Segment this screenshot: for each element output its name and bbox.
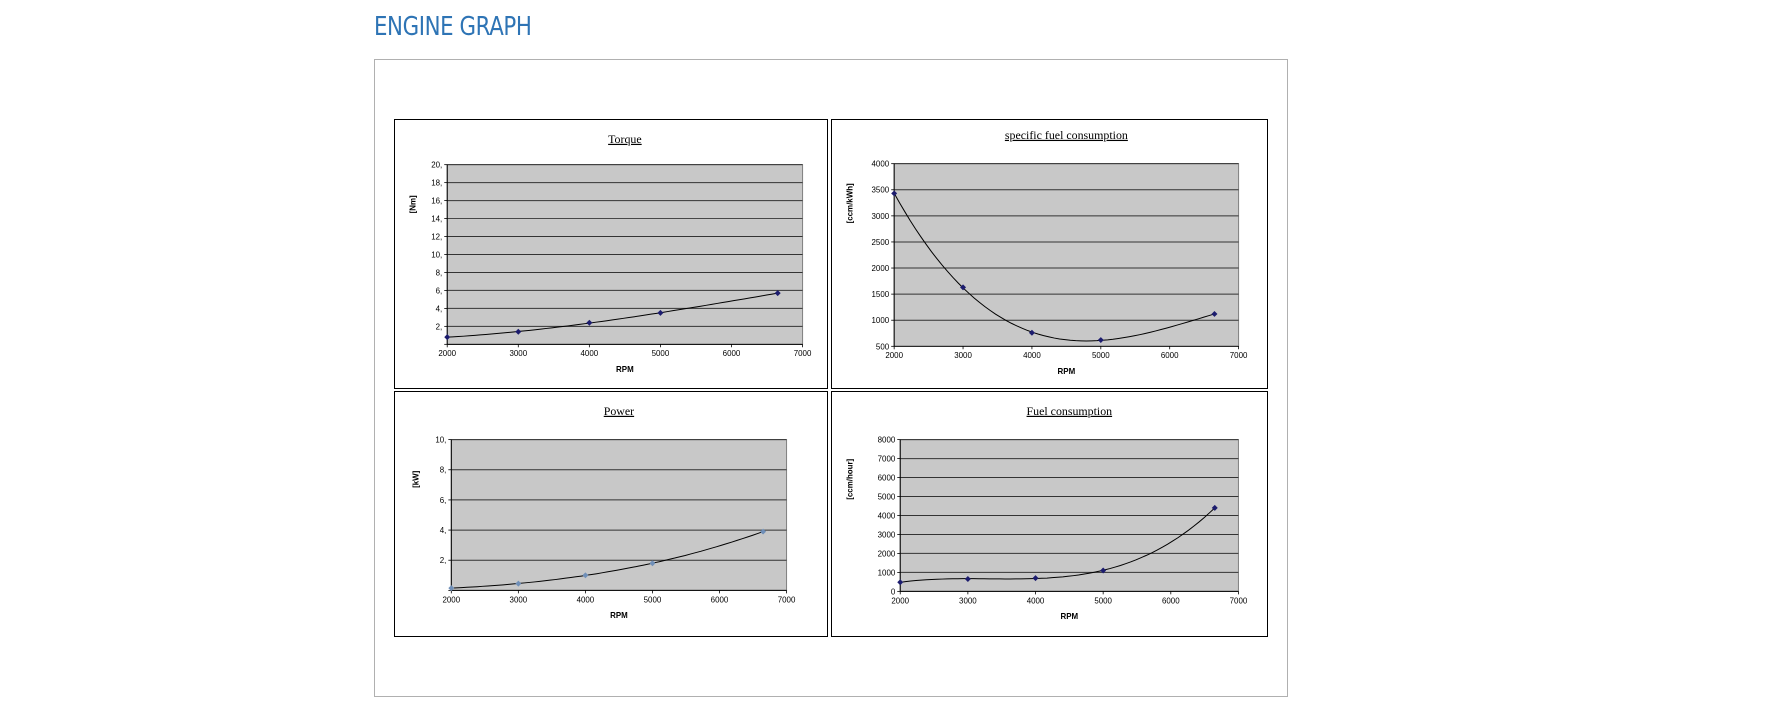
y-tick-label: 2, <box>440 556 447 565</box>
y-tick-label: 4, <box>440 526 447 535</box>
y-tick-label: 6, <box>440 496 447 505</box>
x-axis-label: RPM <box>1058 367 1076 376</box>
data-point <box>515 328 522 335</box>
chart-title: Fuel consumption <box>1027 404 1113 418</box>
data-point <box>1032 575 1039 582</box>
data-point <box>1211 310 1218 317</box>
x-tick-label: 4000 <box>1027 596 1045 605</box>
data-point <box>657 309 664 316</box>
y-tick-label: 6000 <box>878 474 896 483</box>
y-tick-label: 20, <box>431 161 442 170</box>
torque-chart: Torque 2, 4, 6, 8, 10, 12, 14, 16, 18, 20, 2000 3000… <box>394 119 828 389</box>
x-tick-label: 4000 <box>1023 351 1041 360</box>
y-tick-label: 10, <box>431 250 442 259</box>
x-tick-label: 5000 <box>1094 596 1112 605</box>
x-tick-label: 5000 <box>652 349 670 358</box>
x-axis-label: RPM <box>1061 612 1079 621</box>
y-tick-label: 1000 <box>878 568 896 577</box>
x-tick-label: 5000 <box>1092 351 1110 360</box>
x-tick-label: 7000 <box>794 349 812 358</box>
y-tick-label: 1000 <box>872 316 890 325</box>
chart-title: Torque <box>608 132 642 146</box>
x-tick-label: 4000 <box>577 595 595 604</box>
y-tick-label: 8, <box>440 466 447 475</box>
y-tick-label: 500 <box>876 342 890 351</box>
y-axis-label: [Nm] <box>408 195 417 213</box>
power-chart: Power 2, 4, 6, 8, 10, 2000 3000 4000 5000 6000 7000… <box>394 391 828 637</box>
trendline <box>900 507 1216 583</box>
y-tick-label: 8000 <box>878 436 896 445</box>
x-tick-label: 2000 <box>885 351 903 360</box>
page-title: ENGINE GRAPH <box>374 12 532 42</box>
x-tick-label: 3000 <box>954 351 972 360</box>
y-axis-label: [kW] <box>412 470 421 488</box>
plot-area <box>893 163 1240 347</box>
data-point <box>897 579 904 586</box>
plot-area <box>450 439 788 591</box>
x-tick-label: 3000 <box>959 596 977 605</box>
y-tick-label: 3500 <box>872 186 890 195</box>
x-axis-label: RPM <box>616 365 634 374</box>
y-tick-label: 4, <box>436 304 443 313</box>
y-tick-label: 3000 <box>878 530 896 539</box>
data-point <box>444 334 451 341</box>
y-tick-label: 8, <box>436 268 443 277</box>
trendline <box>451 531 764 589</box>
y-tick-label: 5000 <box>878 492 896 501</box>
chart-title: Power <box>604 404 634 418</box>
x-tick-label: 2000 <box>442 595 460 604</box>
data-point <box>586 319 593 326</box>
y-tick-label: 12, <box>431 233 442 242</box>
data-point <box>774 290 781 297</box>
y-tick-label: 1500 <box>872 290 890 299</box>
y-tick-label: 4000 <box>878 511 896 520</box>
y-tick-label: 2, <box>436 322 443 331</box>
y-tick-label: 7000 <box>878 455 896 464</box>
y-tick-label: 2500 <box>872 238 890 247</box>
data-point <box>891 190 898 197</box>
x-axis-label: RPM <box>610 611 628 620</box>
x-tick-label: 6000 <box>1161 351 1179 360</box>
data-point <box>1097 337 1104 344</box>
x-tick-label: 6000 <box>1162 596 1180 605</box>
x-tick-label: 5000 <box>644 595 662 604</box>
x-tick-label: 7000 <box>1230 351 1248 360</box>
fuel-consumption-chart: Fuel consumption 0 1000 2000 3000 4000 5000 600… <box>831 391 1268 637</box>
y-tick-label: 4000 <box>872 160 890 169</box>
trendline <box>893 193 1215 342</box>
y-axis-label: [ccm/hour] <box>846 458 855 499</box>
y-tick-label: 16, <box>431 197 442 206</box>
y-tick-label: 2000 <box>872 264 890 273</box>
graph-frame <box>374 59 1288 697</box>
y-tick-label: 2000 <box>878 549 896 558</box>
data-point <box>960 284 967 291</box>
x-tick-label: 2000 <box>438 349 456 358</box>
y-tick-label: 18, <box>431 179 442 188</box>
x-tick-label: 3000 <box>510 595 528 604</box>
trendline <box>447 292 778 338</box>
x-tick-label: 7000 <box>778 595 796 604</box>
y-tick-label: 14, <box>431 215 442 224</box>
y-tick-label: 6, <box>436 286 443 295</box>
data-point <box>1028 329 1035 336</box>
x-tick-label: 4000 <box>581 349 599 358</box>
x-tick-label: 6000 <box>711 595 729 604</box>
x-tick-label: 7000 <box>1230 596 1248 605</box>
chart-title: specific fuel consumption <box>1005 128 1128 142</box>
data-point <box>1100 567 1107 574</box>
x-tick-label: 2000 <box>891 596 909 605</box>
y-tick-label: 3000 <box>872 212 890 221</box>
y-axis-label: [ccm/kWh] <box>845 183 854 223</box>
y-tick-label: 0 <box>891 587 896 596</box>
specific-fuel-consumption-chart: specific fuel consumption 500 1000 1500 2000… <box>831 119 1268 389</box>
x-tick-label: 3000 <box>509 349 527 358</box>
x-tick-label: 6000 <box>723 349 741 358</box>
y-tick-label: 10, <box>435 436 446 445</box>
